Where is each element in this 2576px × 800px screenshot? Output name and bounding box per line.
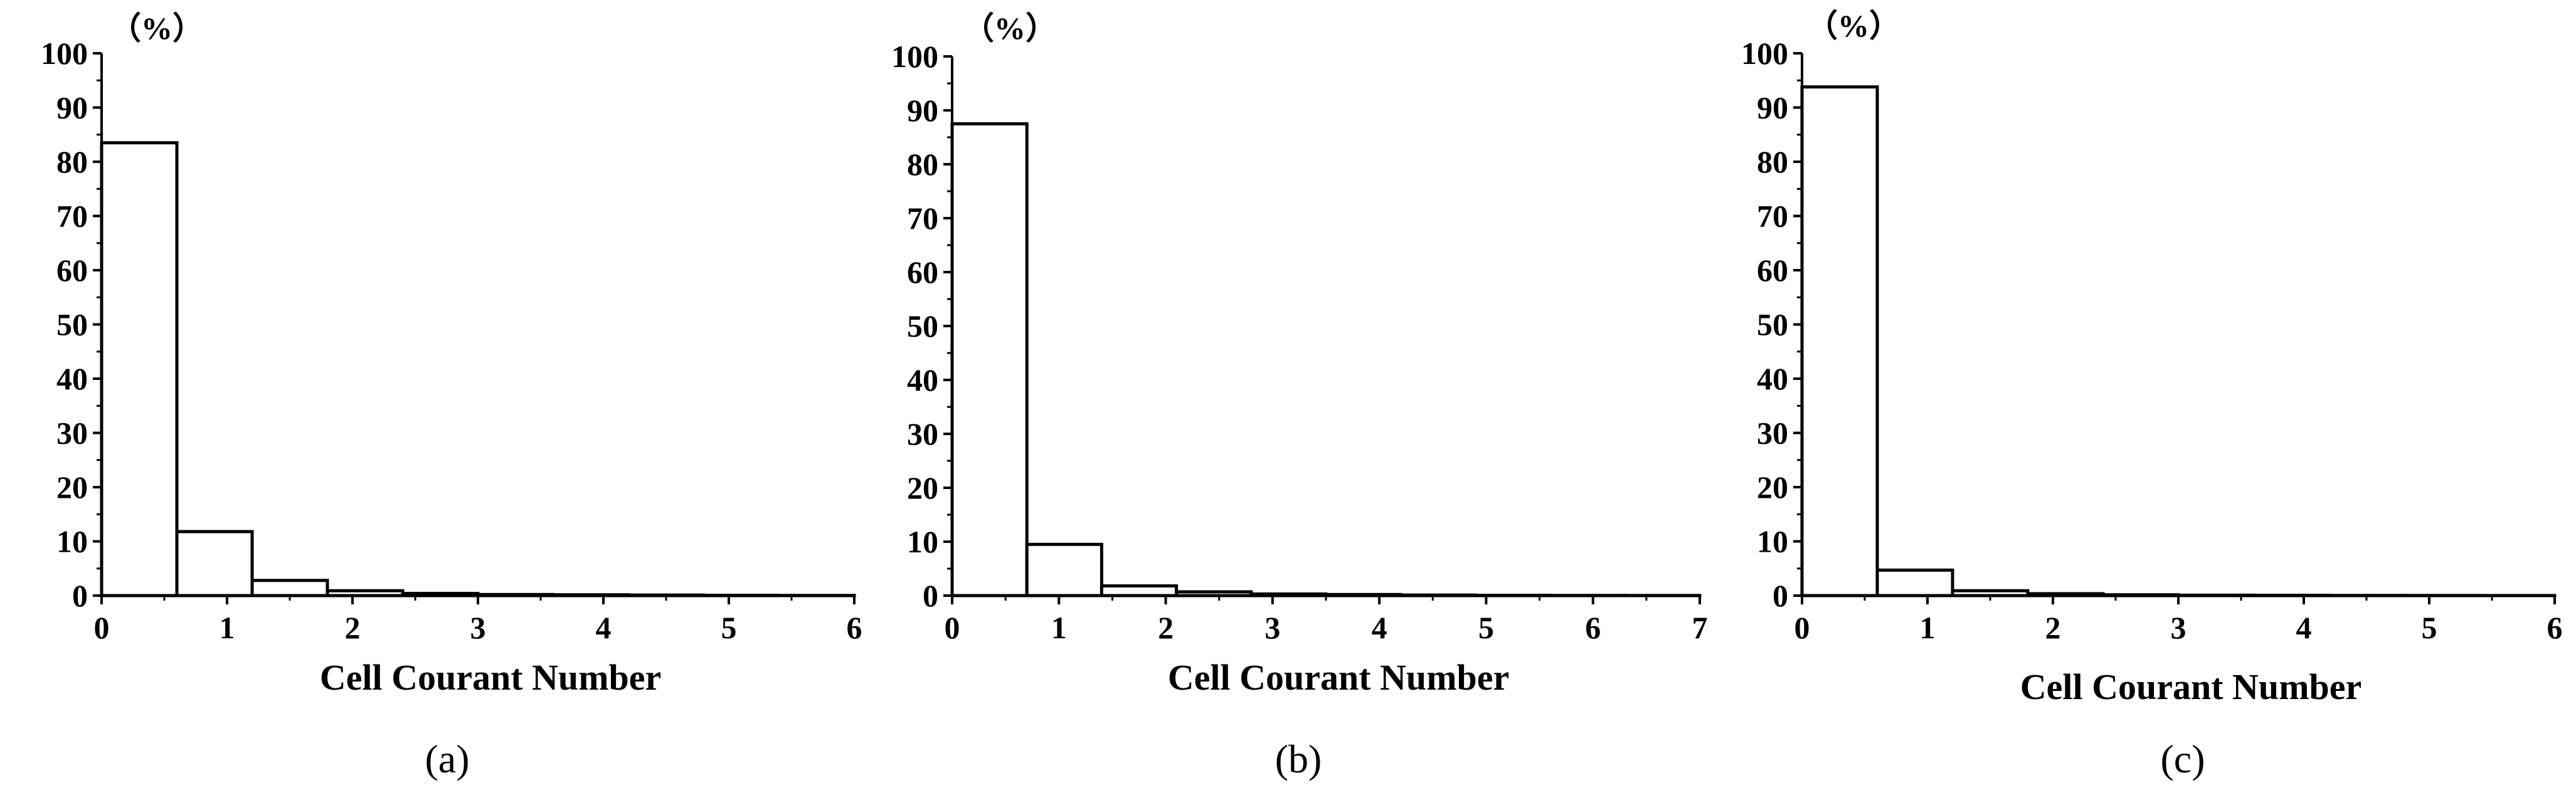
y-tick-label: 70 bbox=[907, 201, 938, 236]
y-tick-label: 60 bbox=[907, 255, 938, 290]
panel-c: 0 10 20 30 40 50 60 70 80 90 100 0 1 2 3 4 5 6 （%） Cell Cou… bbox=[1741, 8, 2563, 781]
y-tick-label: 0 bbox=[923, 578, 938, 613]
x-tick-label: 4 bbox=[1372, 610, 1387, 645]
x-tick-label: 4 bbox=[596, 610, 612, 645]
y-axis-unit-label: （%） bbox=[1806, 8, 1900, 43]
y-tick-label: 50 bbox=[907, 308, 938, 344]
y-axis-unit-label: （%） bbox=[963, 11, 1057, 46]
y-tick-label: 30 bbox=[907, 416, 938, 451]
y-tick-label: 0 bbox=[1773, 578, 1788, 613]
y-tick-label: 60 bbox=[56, 253, 88, 288]
y-tick-label: 70 bbox=[1757, 199, 1788, 234]
histogram-bar bbox=[1025, 542, 1103, 597]
histogram-bar bbox=[175, 530, 254, 597]
y-tick-label: 70 bbox=[56, 199, 88, 234]
x-tick-label: 7 bbox=[1692, 610, 1708, 645]
histogram-bar bbox=[1100, 584, 1179, 597]
y-tick-label: 50 bbox=[1757, 307, 1788, 342]
x-tick-label: 3 bbox=[470, 610, 486, 645]
x-tick-label: 5 bbox=[721, 610, 737, 645]
x-tick-label: 0 bbox=[94, 610, 110, 645]
histogram-bar bbox=[250, 579, 329, 597]
y-tick-label: 90 bbox=[907, 93, 938, 128]
x-axis-title: Cell Courant Number bbox=[320, 657, 662, 698]
x-tick-label: 5 bbox=[1478, 610, 1494, 645]
y-tick-label: 100 bbox=[891, 39, 938, 74]
x-tick-label: 1 bbox=[1051, 610, 1067, 645]
x-tick-label: 5 bbox=[2422, 610, 2437, 645]
x-tick-label: 2 bbox=[345, 610, 361, 645]
y-tick-label: 90 bbox=[56, 90, 88, 125]
panel-caption: (a) bbox=[425, 737, 469, 781]
y-tick-label: 100 bbox=[41, 36, 88, 71]
x-tick-label: 4 bbox=[2296, 610, 2312, 645]
y-axis-unit-label: （%） bbox=[110, 11, 204, 46]
y-tick-label: 10 bbox=[56, 524, 88, 559]
panel-b: 0 10 20 30 40 50 60 70 80 90 100 0 1 2 3 4 5 6 7 （%） Cell Co… bbox=[891, 11, 1708, 781]
x-tick-label: 1 bbox=[1920, 610, 1936, 645]
y-tick-label: 90 bbox=[1757, 90, 1788, 125]
y-tick-label: 80 bbox=[907, 147, 938, 182]
x-tick-label: 0 bbox=[1794, 610, 1810, 645]
x-tick-label: 6 bbox=[2547, 610, 2563, 645]
y-tick-label: 80 bbox=[1757, 144, 1788, 179]
x-tick-label: 1 bbox=[220, 610, 235, 645]
y-tick-label: 10 bbox=[1757, 524, 1788, 559]
y-tick-label: 40 bbox=[1757, 361, 1788, 396]
histogram-bar bbox=[1875, 568, 1954, 597]
y-tick-label: 40 bbox=[56, 361, 88, 396]
x-tick-label: 2 bbox=[1158, 610, 1174, 645]
x-tick-label: 6 bbox=[1585, 610, 1601, 645]
x-axis-title: Cell Courant Number bbox=[2020, 666, 2362, 707]
histogram-bar bbox=[1800, 85, 1879, 597]
y-tick-label: 30 bbox=[56, 416, 88, 451]
histogram-bar bbox=[100, 141, 179, 597]
x-tick-label: 3 bbox=[1264, 610, 1280, 645]
y-tick-label: 10 bbox=[907, 524, 938, 559]
x-tick-label: 0 bbox=[945, 610, 960, 645]
y-tick-label: 20 bbox=[907, 470, 938, 505]
y-tick-label: 0 bbox=[72, 578, 88, 613]
panel-caption: (b) bbox=[1275, 737, 1322, 781]
x-axis-title: Cell Courant Number bbox=[1168, 657, 1510, 698]
panel-a: 0 10 20 30 40 50 60 70 80 90 100 0 1 2 3 4 5 6 （%） Cell Cou… bbox=[41, 11, 862, 781]
y-tick-label: 20 bbox=[1757, 470, 1788, 505]
x-tick-label: 3 bbox=[2171, 610, 2186, 645]
y-tick-label: 20 bbox=[56, 470, 88, 505]
y-tick-label: 40 bbox=[907, 362, 938, 397]
x-tick-label: 2 bbox=[2045, 610, 2061, 645]
y-tick-label: 100 bbox=[1741, 36, 1788, 71]
y-tick-label: 80 bbox=[56, 144, 88, 179]
y-tick-label: 50 bbox=[56, 307, 88, 342]
histogram-bar bbox=[950, 122, 1029, 597]
panel-caption: (c) bbox=[2160, 737, 2205, 781]
y-tick-label: 30 bbox=[1757, 416, 1788, 451]
y-tick-label: 60 bbox=[1757, 253, 1788, 288]
x-tick-label: 6 bbox=[847, 610, 862, 645]
